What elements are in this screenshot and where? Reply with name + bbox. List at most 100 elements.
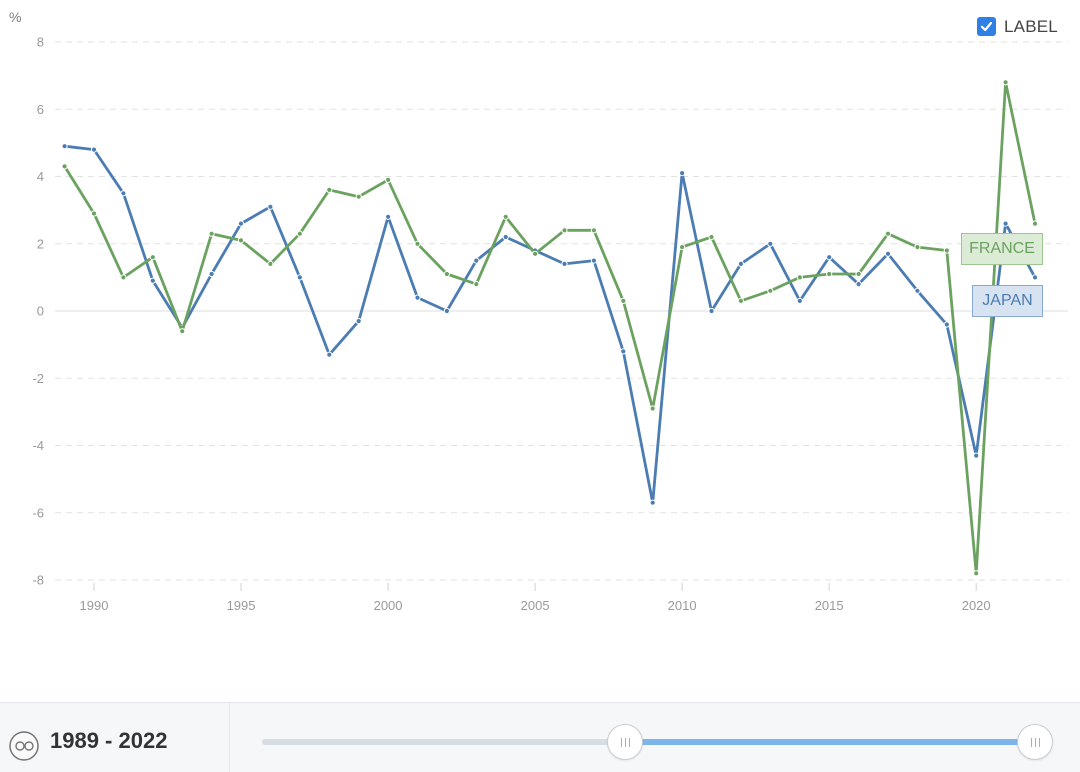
- data-point-japan: [737, 260, 745, 267]
- data-point-japan: [267, 203, 274, 210]
- x-tick-label: 2015: [815, 598, 844, 613]
- data-point-japan: [355, 318, 362, 325]
- y-axis-unit-label: %: [9, 9, 22, 25]
- data-point-japan: [296, 274, 303, 281]
- data-point-france: [237, 237, 245, 244]
- data-point-japan: [414, 294, 421, 301]
- y-tick-label: 8: [37, 35, 44, 50]
- data-point-france: [532, 250, 539, 257]
- y-tick-label: 0: [37, 304, 44, 319]
- data-point-france: [90, 210, 98, 217]
- data-point-france: [590, 227, 598, 234]
- data-point-japan: [385, 213, 392, 220]
- y-tick-label: -4: [32, 438, 44, 453]
- chart-area: 8 6 4 2 0 -2 -4 -6 -8 1990 1995 2000 2005 2010 2015 202…: [9, 9, 1068, 613]
- slider-selected-range[interactable]: [625, 739, 1035, 745]
- y-tick-label: -8: [32, 573, 44, 588]
- data-point-japan: [855, 281, 862, 288]
- data-point-japan: [826, 254, 833, 261]
- slider-handle-start[interactable]: [607, 724, 644, 760]
- data-point-japan: [679, 170, 686, 177]
- year-range-slider[interactable]: [262, 724, 1053, 760]
- slider-handle-end[interactable]: [1017, 724, 1053, 760]
- checkmark-stroke: [980, 21, 993, 32]
- line-chart: 8 6 4 2 0 -2 -4 -6 -8 1990 1995 2000 2005 2010 2015 202…: [32, 35, 1068, 613]
- checkmark-icon: [980, 21, 993, 32]
- data-point-japan: [502, 233, 509, 241]
- data-point-japan: [649, 499, 656, 506]
- watermark-logo: [9, 731, 39, 761]
- data-point-japan: [620, 348, 627, 355]
- data-point-japan: [61, 143, 68, 150]
- x-tick-label: 1990: [80, 598, 109, 613]
- grip-bar: [628, 737, 630, 747]
- series-label-japan: JAPAN: [972, 285, 1043, 317]
- y-tick-label: 2: [37, 236, 44, 251]
- data-point-japan: [590, 257, 598, 264]
- grip-bar: [1034, 737, 1036, 747]
- data-point-france: [796, 274, 803, 281]
- data-point-france: [973, 570, 980, 577]
- data-point-japan: [796, 297, 803, 304]
- data-point-france: [385, 176, 392, 183]
- data-point-japan: [1002, 220, 1009, 227]
- range-text: 1989 - 2022: [50, 728, 168, 753]
- data-point-france: [61, 163, 68, 170]
- data-point-japan: [443, 307, 450, 315]
- data-point-france: [120, 274, 127, 281]
- data-point-france: [884, 230, 892, 237]
- grip-icon: [1029, 737, 1041, 747]
- data-point-japan: [149, 277, 156, 284]
- y-tick-label: -2: [32, 371, 44, 386]
- data-point-japan: [708, 307, 715, 315]
- data-point-france: [296, 230, 303, 237]
- data-point-france: [326, 186, 333, 193]
- watermark-dot: [15, 741, 25, 751]
- data-point-france: [561, 227, 568, 234]
- grip-bar: [624, 737, 626, 747]
- data-point-france: [943, 247, 950, 254]
- data-point-france: [149, 254, 156, 261]
- data-point-japan: [943, 321, 950, 328]
- grip-bar: [1030, 737, 1032, 747]
- data-point-france: [708, 233, 715, 241]
- data-point-france: [267, 260, 274, 267]
- data-point-france: [826, 270, 833, 278]
- data-point-japan: [120, 190, 127, 197]
- data-point-japan: [326, 351, 333, 358]
- x-tick-label: 2000: [374, 598, 403, 613]
- data-point-france: [679, 244, 686, 251]
- data-point-france: [502, 213, 509, 220]
- range-panel: 1989 - 2022: [0, 703, 230, 772]
- data-point-japan: [90, 146, 98, 153]
- y-tick-label: 6: [37, 102, 44, 117]
- data-point-japan: [208, 270, 215, 278]
- label-toggle-text: LABEL: [1004, 17, 1058, 36]
- label-toggle[interactable]: LABEL: [977, 16, 1058, 37]
- data-point-france: [443, 270, 450, 278]
- grip-bar: [620, 737, 622, 747]
- data-point-france: [179, 328, 186, 335]
- range-footer: 1989 - 2022: [0, 702, 1080, 772]
- data-point-japan: [561, 260, 568, 267]
- data-point-france: [473, 281, 480, 288]
- grip-bar: [1038, 737, 1040, 747]
- label-checkbox[interactable]: [977, 17, 996, 36]
- watermark-dot: [24, 741, 34, 751]
- data-point-france: [855, 270, 862, 278]
- series-label-france: FRANCE: [961, 233, 1043, 265]
- data-point-japan: [473, 257, 480, 264]
- data-point-france: [767, 287, 774, 294]
- x-tick-label: 1995: [227, 598, 256, 613]
- data-point-japan: [884, 250, 892, 257]
- data-point-japan: [767, 240, 774, 247]
- data-point-france: [414, 240, 421, 247]
- series-line-france: [63, 80, 1037, 575]
- data-point-france: [737, 297, 745, 304]
- data-point-japan: [1031, 274, 1039, 281]
- data-point-japan: [237, 220, 245, 227]
- data-point-france: [620, 297, 627, 304]
- data-point-france: [1002, 79, 1009, 86]
- series-line-japan: [63, 144, 1037, 505]
- y-tick-label: -6: [32, 505, 44, 520]
